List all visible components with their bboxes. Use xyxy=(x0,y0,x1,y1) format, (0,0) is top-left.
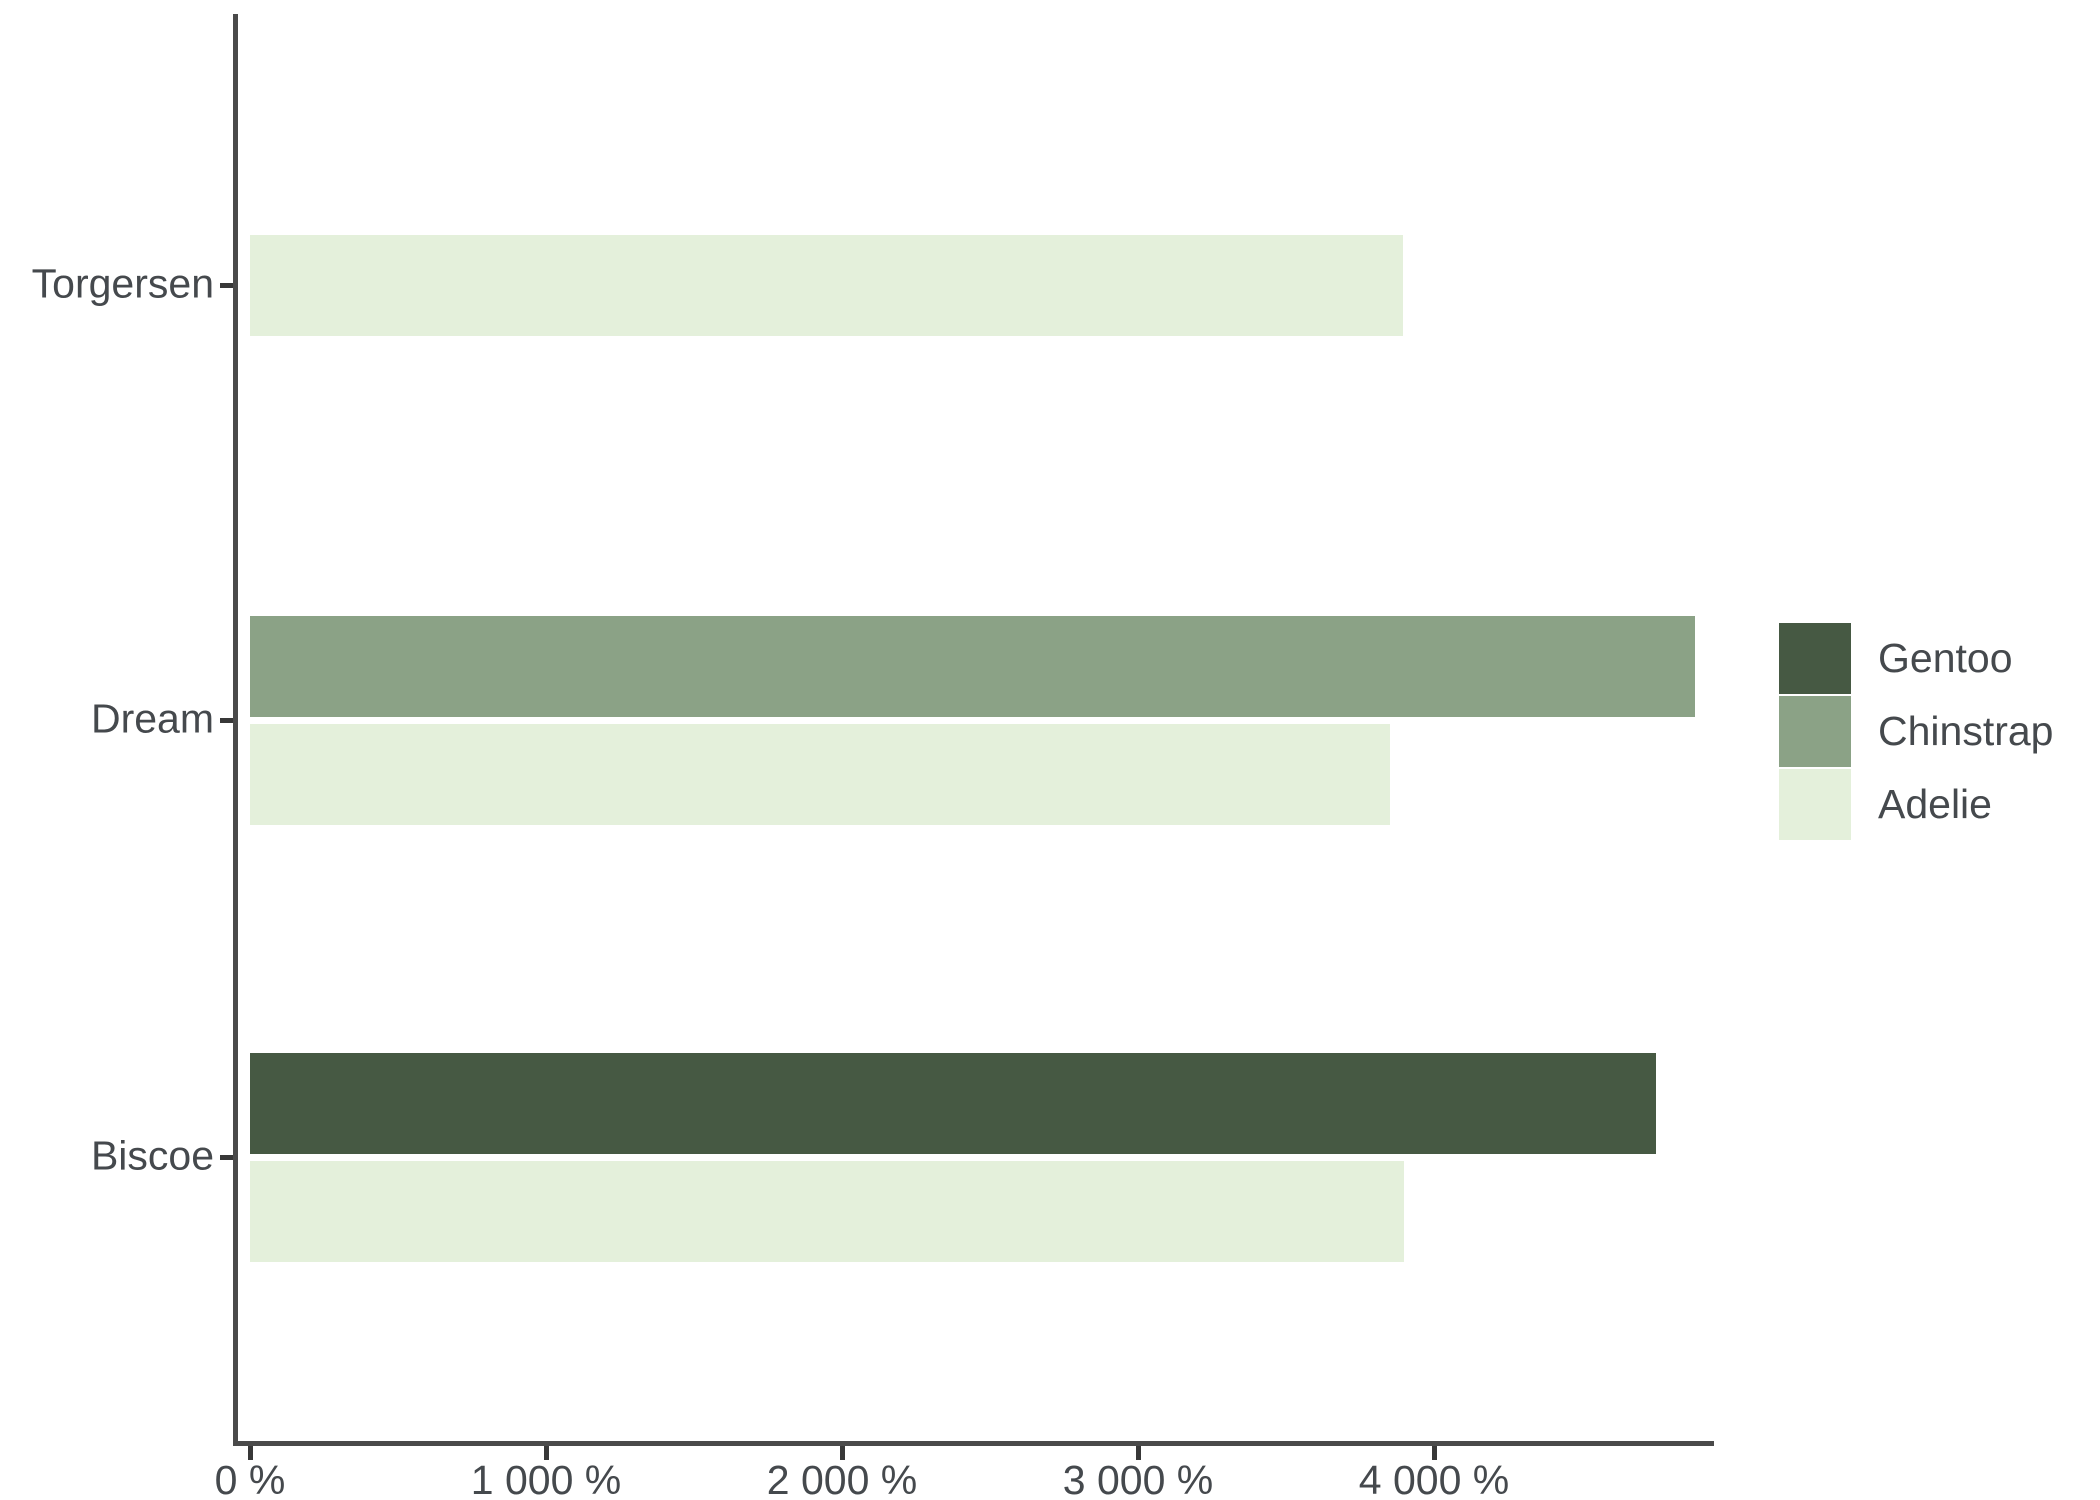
y-tick-label-torgersen: Torgersen xyxy=(31,260,214,307)
legend-swatch-adelie xyxy=(1779,769,1851,840)
x-tick-mark xyxy=(543,1446,549,1460)
bar-biscoe-gentoo xyxy=(250,1052,1656,1154)
x-tick-mark xyxy=(247,1446,253,1460)
legend-swatch-gentoo xyxy=(1779,623,1851,694)
x-tick-label: 1 000 % xyxy=(470,1457,622,1500)
y-tick-mark xyxy=(220,282,233,288)
x-tick-label: 2 000 % xyxy=(766,1457,918,1500)
y-tick-mark xyxy=(220,1154,233,1160)
bar-biscoe-adelie xyxy=(250,1160,1404,1262)
x-axis-line xyxy=(233,1441,1714,1446)
y-tick-label-biscoe: Biscoe xyxy=(90,1132,214,1179)
x-tick-mark xyxy=(1431,1446,1437,1460)
bar-torgersen-adelie xyxy=(250,234,1403,336)
y-tick-mark xyxy=(220,717,233,723)
x-tick-label: 4 000 % xyxy=(1358,1457,1510,1500)
x-tick-mark xyxy=(839,1446,845,1460)
legend-item-chinstrap: Chinstrap xyxy=(1779,696,2053,767)
bar-dream-chinstrap xyxy=(250,615,1696,717)
legend-label-adelie: Adelie xyxy=(1878,781,1992,827)
legend-item-adelie: Adelie xyxy=(1779,769,1992,840)
y-tick-label-dream: Dream xyxy=(90,695,214,742)
legend-swatch-chinstrap xyxy=(1779,696,1851,767)
legend-label-chinstrap: Chinstrap xyxy=(1878,708,2054,754)
x-tick-label: 0 % xyxy=(214,1457,286,1500)
x-tick-mark xyxy=(1135,1446,1141,1460)
legend-label-gentoo: Gentoo xyxy=(1878,635,2013,681)
y-axis-line xyxy=(233,14,238,1446)
x-tick-label: 3 000 % xyxy=(1062,1457,1214,1500)
legend-item-gentoo: Gentoo xyxy=(1779,623,2013,694)
bar-dream-adelie xyxy=(250,723,1390,825)
